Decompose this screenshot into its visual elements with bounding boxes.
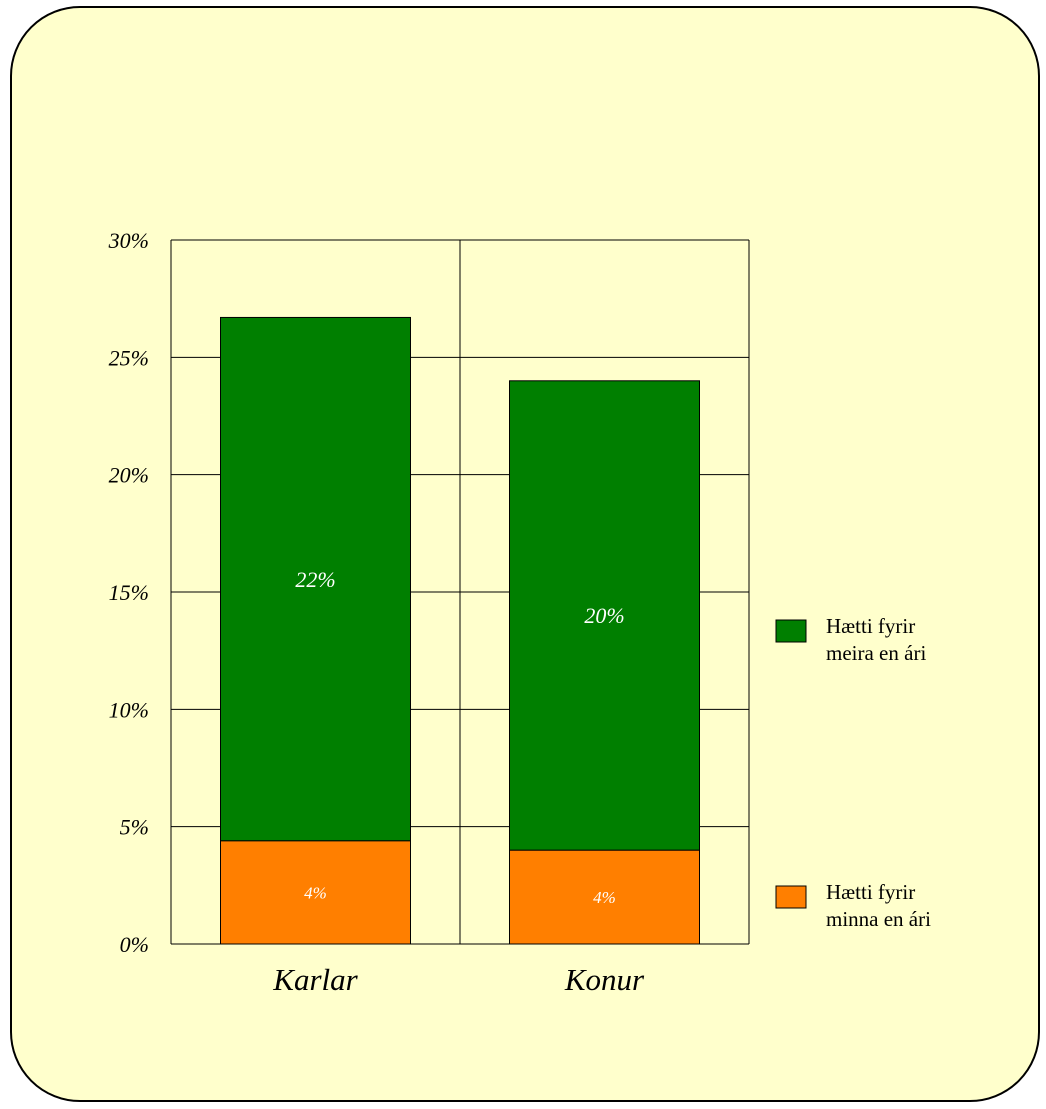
legend-label-line: Hætti fyrir xyxy=(826,614,915,638)
data-label: 22% xyxy=(295,567,335,592)
bar-karlar-series-0 xyxy=(220,840,411,945)
legend-swatch xyxy=(775,619,807,643)
bar-konur-series-0 xyxy=(509,849,700,945)
data-label: 4% xyxy=(304,883,327,902)
y-tick-label: 5% xyxy=(120,815,149,840)
legend-label-line: Hætti fyrir xyxy=(826,880,915,904)
legend-label-line: meira en ári xyxy=(826,641,926,665)
bar-konur-series-1 xyxy=(509,380,700,851)
x-tick-label: Karlar xyxy=(272,962,358,997)
legend-label-line: minna en ári xyxy=(826,907,931,931)
y-tick-label: 15% xyxy=(109,580,149,605)
y-tick-label: 25% xyxy=(109,345,149,370)
y-tick-label: 20% xyxy=(109,463,149,488)
y-tick-label: 30% xyxy=(108,228,149,253)
data-label: 20% xyxy=(584,603,624,628)
x-tick-label: Konur xyxy=(564,962,645,997)
bar-karlar-series-1 xyxy=(220,316,411,842)
y-tick-label: 10% xyxy=(109,697,149,722)
legend-swatch xyxy=(775,885,807,909)
data-label: 4% xyxy=(593,888,616,907)
y-tick-label: 0% xyxy=(120,932,149,957)
